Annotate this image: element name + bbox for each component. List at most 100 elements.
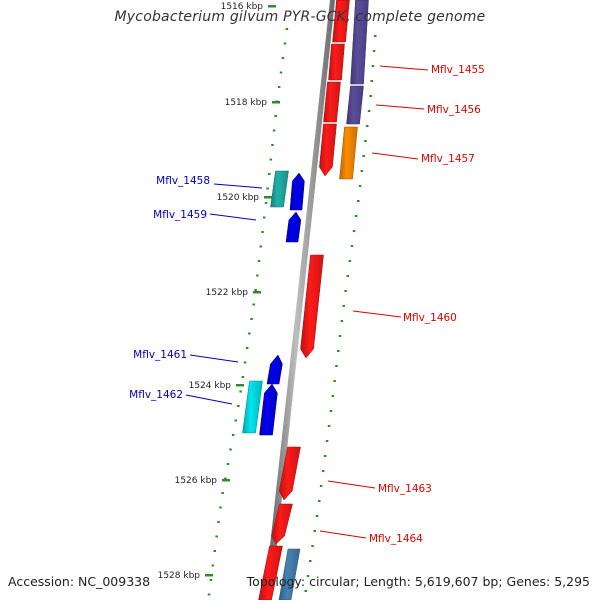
gene-9[interactable]	[289, 172, 305, 211]
accession-text: Accession: NC_009338	[8, 574, 151, 589]
gene-mflv-1457[interactable]	[339, 126, 358, 180]
leader-line	[189, 354, 239, 363]
scale-label: 1520 kbp	[217, 193, 260, 203]
tick-dot	[344, 290, 347, 292]
tick-dot	[271, 144, 274, 146]
gene-label[interactable]: Mflv_1463	[378, 483, 432, 495]
tick-dot	[340, 320, 344, 322]
gene-mflv-1459[interactable]	[285, 211, 302, 243]
tick-dot	[370, 80, 373, 82]
leader-line	[375, 104, 425, 110]
gene-6[interactable]	[319, 123, 337, 177]
tick-dot	[279, 71, 283, 74]
tick-dot	[311, 545, 314, 547]
label-layer: Mflv_1455 Mflv_1456 Mflv_1457 Mflv_1458 Mflv…	[129, 64, 485, 545]
gene-layer	[242, 0, 369, 601]
gene-mflv-1464[interactable]	[271, 503, 293, 545]
tick-dot	[358, 185, 362, 187]
outer-tick-ring: 1516 kbp 1518 kbp 1520 kbp 1522 kbp 1524 kbp…	[158, 2, 289, 596]
gene-label[interactable]: Mflv_1462	[129, 389, 183, 401]
gene-mflv-1462[interactable]	[242, 380, 263, 434]
gene-mflv-1461[interactable]	[266, 354, 283, 385]
tick-dot	[243, 361, 247, 364]
gene-label[interactable]: Mflv_1455	[431, 64, 485, 76]
tick-dot	[217, 521, 220, 523]
tick-dot	[338, 335, 342, 337]
map-title: Mycobacterium gilvum PYR-GCK, complete g…	[114, 9, 486, 25]
gene-label[interactable]: Mflv_1456	[427, 104, 481, 116]
tick-dot	[219, 506, 222, 509]
tick-dot	[318, 500, 321, 502]
tick-dot	[321, 470, 325, 472]
tick-dot	[327, 425, 331, 427]
tick-dot	[272, 129, 276, 132]
tick-dot	[224, 477, 227, 480]
tick-dot	[371, 65, 375, 67]
tick-dot	[226, 463, 230, 465]
tick-dot	[211, 564, 215, 567]
gene-label[interactable]: Mflv_1464	[369, 533, 423, 545]
leader-line	[371, 152, 419, 160]
scale-label: 1526 kbp	[175, 476, 218, 486]
tick-dot	[369, 95, 372, 97]
major-tick	[222, 479, 230, 482]
tick-dot	[306, 575, 310, 577]
scale-label: 1528 kbp	[158, 571, 201, 581]
tick-dot	[335, 365, 338, 367]
gene-17[interactable]	[258, 545, 283, 601]
tick-dot	[329, 410, 333, 412]
gene-mflv-1460[interactable]	[300, 254, 324, 359]
gene-label[interactable]: Mflv_1457	[421, 153, 475, 165]
tick-dot	[277, 86, 281, 88]
tick-dot	[261, 231, 264, 233]
leader-line	[213, 183, 263, 189]
tick-dot	[257, 260, 261, 262]
tick-dot	[231, 434, 235, 436]
tick-dot	[354, 215, 358, 217]
tick-dot	[264, 202, 268, 204]
tick-dot	[221, 492, 224, 494]
tick-dot	[283, 42, 287, 45]
tick-dot	[266, 187, 269, 190]
tick-dot	[268, 173, 271, 175]
major-tick	[236, 384, 244, 387]
tick-dot	[281, 57, 285, 59]
gene-mflv-1458[interactable]	[270, 170, 289, 208]
tick-dot	[372, 50, 376, 52]
gene-label[interactable]: Mflv_1458	[156, 175, 210, 187]
tick-dot	[342, 305, 345, 307]
gene-mflv-1455[interactable]	[328, 43, 345, 81]
tick-dot	[254, 289, 257, 291]
tick-dot	[333, 380, 336, 382]
gene-2[interactable]	[350, 0, 369, 85]
gene-14[interactable]	[259, 383, 278, 436]
backbone-layer	[264, 0, 335, 600]
gene-label[interactable]: Mflv_1459	[153, 209, 207, 221]
major-tick	[272, 101, 280, 104]
tick-dot	[234, 419, 237, 422]
tick-dot	[323, 455, 327, 457]
scale-label: 1522 kbp	[206, 288, 249, 298]
tick-dot	[331, 395, 335, 397]
topology-text: Topology: circular; Length: 5,619,607 bp…	[246, 574, 590, 589]
tick-dot	[348, 260, 352, 262]
leader-line	[209, 213, 257, 221]
leader-line	[352, 310, 402, 318]
gene-mflv-1463[interactable]	[278, 446, 301, 501]
tick-dot	[285, 28, 289, 30]
tick-dot	[252, 303, 255, 306]
tick-dot	[248, 332, 251, 335]
tick-dot	[209, 579, 213, 581]
tick-dot	[364, 140, 367, 142]
gene-mflv-1456[interactable]	[323, 81, 341, 123]
gene-label[interactable]: Mflv_1460	[403, 312, 457, 324]
tick-dot	[313, 530, 316, 532]
tick-dot	[263, 216, 266, 219]
gene-label[interactable]: Mflv_1461	[133, 349, 187, 361]
gene-7[interactable]	[346, 85, 364, 125]
gene-1[interactable]	[332, 0, 350, 43]
major-tick	[205, 574, 213, 577]
leader-line	[185, 394, 233, 405]
